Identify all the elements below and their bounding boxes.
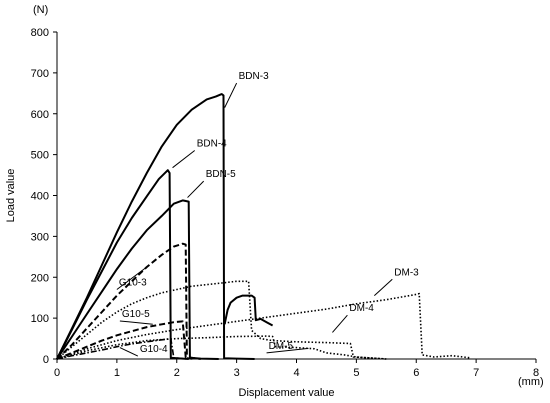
- series-label-bdn-5: BDN-5: [206, 169, 236, 180]
- series-label-bdn-3: BDN-3: [239, 71, 269, 82]
- x-tick-label: 0: [54, 367, 60, 379]
- x-tick-label: 2: [174, 367, 180, 379]
- y-tick-label: 600: [31, 109, 49, 121]
- x-axis-ticks: 0 1 2 3 4 5 6 7 8: [54, 359, 539, 379]
- y-tick-label: 300: [31, 231, 49, 243]
- x-tick-label: 5: [353, 367, 359, 379]
- series-line-g10-4: [56, 337, 189, 360]
- x-tick-label: 8: [533, 367, 539, 379]
- y-axis-title: Load value: [5, 169, 17, 223]
- label-leader-bdn-4: [172, 150, 196, 169]
- x-axis-unit: (mm): [518, 376, 544, 388]
- y-tick-label: 100: [31, 313, 49, 325]
- series-line-bdn-5: [56, 199, 219, 360]
- label-leader-bdn-5: [187, 180, 205, 198]
- y-tick-label: 700: [31, 68, 49, 80]
- series-label-g10-4: G10-4: [140, 344, 168, 355]
- series-label-dm-4: DM-4: [349, 303, 374, 314]
- series-line-dm-4: [56, 280, 387, 360]
- y-tick-label: 200: [31, 272, 49, 284]
- y-tick-label: 800: [31, 27, 49, 39]
- y-axis-unit: (N): [33, 4, 48, 16]
- series-label-g10-5: G10-5: [122, 309, 150, 320]
- y-axis-ticks: 0 100 200 300 400 500 600 700 800: [31, 27, 57, 366]
- label-leader-dm-4: [332, 314, 348, 333]
- x-tick-label: 1: [114, 367, 120, 379]
- series-label-g10-3: G10-3: [119, 277, 147, 288]
- series-line-dm-3: [56, 292, 471, 360]
- x-axis-title: Displacement value: [239, 387, 335, 399]
- y-tick-label: 500: [31, 150, 49, 162]
- label-leader-dm-3: [374, 278, 393, 297]
- x-tick-label: 6: [413, 367, 419, 379]
- label-leader-dm-5: [266, 347, 309, 354]
- x-tick-label: 7: [473, 367, 479, 379]
- label-leader-g10-5: [119, 320, 153, 325]
- label-leader-g10-4: [119, 347, 139, 357]
- series-labels: BDN-3 BDN-4 BDN-5 G10-3 G10-5 G10-4 DM-3 DM-4 DM…: [116, 71, 419, 357]
- series-group: [56, 93, 471, 360]
- label-leader-g10-3: [116, 266, 148, 290]
- series-line-bdn-3-residual: [223, 294, 274, 327]
- series-line-dm-5: [56, 335, 387, 360]
- series-line-g10-5: [56, 320, 201, 360]
- series-label-dm-3: DM-3: [394, 267, 419, 278]
- series-label-dm-5: DM-5: [269, 341, 294, 352]
- label-leader-bdn-3: [224, 82, 238, 108]
- series-line-bdn-3: [56, 93, 255, 360]
- x-tick-label: 4: [293, 367, 299, 379]
- y-tick-label: 0: [43, 354, 49, 366]
- x-tick-label: 3: [234, 367, 240, 379]
- series-line-bdn-4: [56, 169, 189, 360]
- series-label-bdn-4: BDN-4: [197, 138, 227, 149]
- y-tick-label: 400: [31, 191, 49, 203]
- series-line-g10-3: [56, 242, 195, 360]
